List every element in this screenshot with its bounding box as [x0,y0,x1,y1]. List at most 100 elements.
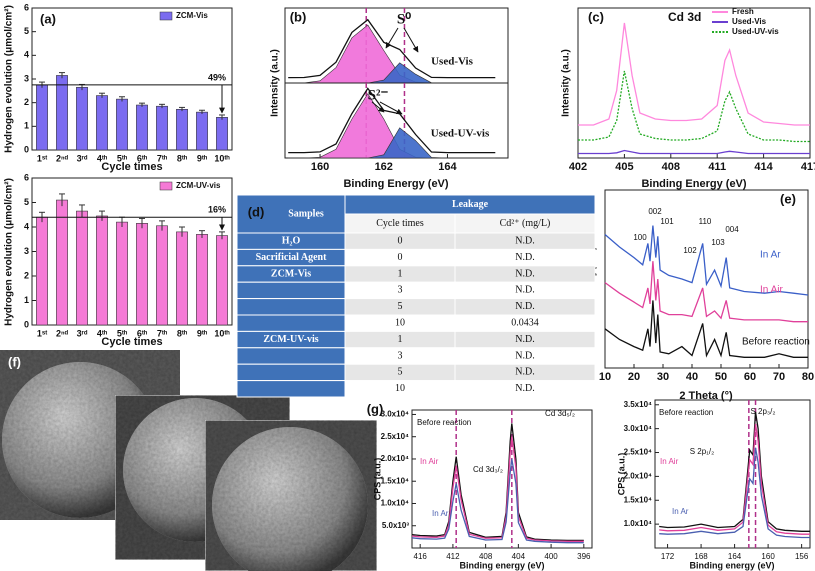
annotation: S²⁻ [368,87,389,103]
y-tick-label: 3.0x10⁴ [381,410,409,419]
table-value: N.D. [515,367,534,378]
bar [216,117,228,151]
x-tick-label: 9ᵗʰ [197,328,208,338]
line [411,458,584,544]
series-label: In Ar [432,509,449,518]
y-tick-label: 4 [24,221,29,231]
table-value: 1 [398,334,403,345]
arrow [371,101,385,113]
arrow [379,101,403,115]
plot-frame [654,399,811,549]
y-tick-label: 1 [24,121,29,131]
x-tick-label: 1ˢᵗ [37,153,47,163]
x-axis-label: Binding energy (eV) [689,560,774,570]
table-value: N.D. [515,268,534,279]
y-tick-label: 4 [24,50,29,60]
x-tick-label: 160 [761,552,775,561]
y-axis-label: CPS (a.u.) [616,453,626,496]
y-axis-label: Intensity (a.u.) [270,49,281,117]
x-tick-label: 10 [599,371,611,383]
x-axis-label: Cycle times [101,336,162,348]
table-value: 0 [398,235,403,246]
panel-label: (g) [367,401,384,416]
annotation: 004 [725,225,739,234]
annotation: S 2p₃/₂ [750,407,775,416]
annotation: 102 [683,246,697,255]
y-tick-label: 3.0x10⁴ [624,424,652,433]
x-tick-label: 172 [661,552,675,561]
panel-label: (f) [8,354,21,369]
x-tick-label: 408 [662,161,680,173]
y-axis-label: CPS (a.u.) [372,458,382,501]
legend-swatch [159,11,173,21]
table-header: Samples [288,208,324,219]
table-value: 1 [398,268,403,279]
y-tick-label: 5 [24,26,29,36]
x-tick-label: 411 [708,161,726,173]
annotation: 103 [711,238,725,247]
bar [56,199,68,326]
x-tick-label: 30 [657,371,669,383]
x-tick-label: 2ⁿᵈ [56,328,69,338]
panel-label: (b) [290,9,307,24]
table-value: 5 [398,301,403,312]
x-tick-label: 400 [544,552,558,561]
plot-frame [604,189,809,369]
bar [116,98,128,151]
x-tick-label: 402 [569,161,587,173]
x-tick-label: 3ʳᵈ [77,328,88,338]
annotation: S⁰ [397,11,411,27]
x-tick-label: 414 [754,161,773,173]
line [288,18,496,79]
annotation: 101 [660,217,674,226]
y-tick-label: 2 [24,97,29,107]
bar [96,215,108,326]
table-value: N.D. [515,350,534,361]
x-tick-label: 7ᵗʰ [157,153,168,163]
x-tick-label: 4ᵗʰ [97,328,108,338]
plot-frame [577,7,811,159]
x-tick-label: 416 [414,552,428,561]
x-axis-label: Binding Energy (eV) [641,178,746,190]
x-tick-label: 50 [715,371,727,383]
x-tick-label: 10ᵗʰ [214,328,230,338]
table-value: 10 [395,317,405,328]
legend-swatch [159,181,173,191]
annotation: 16% [208,205,226,215]
bar [36,216,48,326]
x-tick-label: 404 [512,552,526,561]
panel-label: (c) [588,9,604,24]
y-axis-label: Hydrogen evolution (μmol/cm²) [4,178,15,326]
series-label: Before reaction [417,418,471,427]
x-tick-label: 168 [694,552,708,561]
y-tick-label: 2 [24,270,29,280]
y-tick-label: 2.0x10⁴ [624,471,652,480]
annotation: Cd 3d₅/₂ [545,409,575,418]
x-tick-label: 417 [801,161,815,173]
x-tick-label: 164 [728,552,742,561]
x-tick-label: 80 [802,371,814,383]
x-tick-label: 5ᵗʰ [117,328,128,338]
bar [156,105,168,151]
bar [136,104,148,151]
bar [136,223,148,326]
y-axis-label: Intensity (a.u.) [561,49,572,117]
table-value: 3 [398,285,403,296]
table-sample: Sacrificial Agent [256,252,327,263]
bar [116,221,128,326]
line [288,87,496,154]
x-tick-label: 5ᵗʰ [117,153,128,163]
annotation: 110 [699,217,712,226]
x-tick-label: 60 [744,371,756,383]
x-tick-label: 8ᵗʰ [177,153,188,163]
x-tick-label: 70 [773,371,785,383]
chart-title: Cd 3d [668,10,701,24]
table-sample-cell [236,363,346,382]
x-tick-label: 396 [577,552,591,561]
y-axis-label: Hydrogen evolution (μmol/cm²) [4,5,15,153]
y-tick-label: 5.0x10³ [382,521,409,530]
line [578,149,810,155]
bar [216,235,228,326]
x-axis-label: Cycle times [101,161,162,173]
